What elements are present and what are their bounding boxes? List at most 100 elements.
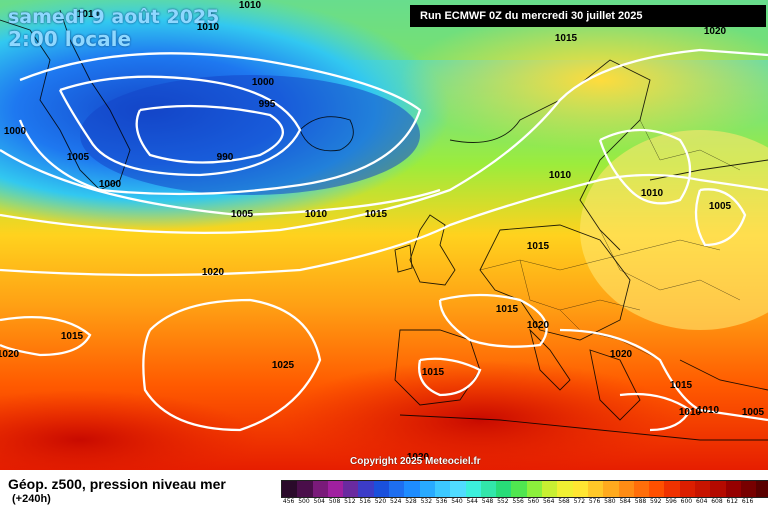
color-swatch <box>679 481 696 497</box>
isobar-labels: 1010 1010 1010 1000 995 990 1000 1005 10… <box>0 0 765 463</box>
color-swatch <box>511 481 527 497</box>
low-pressure-east <box>80 75 420 195</box>
color-scale-label: 568 <box>558 498 570 505</box>
color-swatch <box>434 481 451 497</box>
isobar-label: 1010 <box>77 9 100 20</box>
isobar-label: 1010 <box>549 170 572 181</box>
color-swatch <box>526 481 543 497</box>
color-scale-label: 512 <box>344 498 356 505</box>
isobar-label: 1010 <box>679 407 702 418</box>
forecast-datetime: samedi 9 août 2025 2:00 locale <box>8 6 219 50</box>
forecast-time: 2:00 locale <box>8 27 132 51</box>
color-swatch <box>756 481 768 497</box>
color-scale-label: 552 <box>497 498 509 505</box>
borders <box>479 119 741 361</box>
color-swatch <box>740 481 757 497</box>
forecast-range: (+240h) <box>12 493 51 505</box>
color-swatch <box>358 481 374 497</box>
isobar-label: 995 <box>259 99 276 110</box>
color-scale-label: 560 <box>527 498 540 505</box>
isobar-label: 1020 <box>527 320 550 331</box>
color-scale-label: 536 <box>435 498 448 505</box>
isobar-label: 1010 <box>641 188 664 199</box>
isobar-label: 1015 <box>61 331 84 342</box>
isobar-label: 1005 <box>742 407 765 418</box>
color-scale-label: 564 <box>542 498 555 505</box>
color-scale-label: 612 <box>726 498 738 505</box>
iberia-hot <box>280 360 680 470</box>
color-swatch <box>312 481 328 497</box>
color-scale-label: 456 <box>282 498 295 505</box>
color-scale-label: 604 <box>695 498 708 505</box>
color-scale-label: 580 <box>604 498 616 505</box>
isobar-label: 1020 <box>407 452 430 463</box>
color-swatch <box>557 481 573 497</box>
isobar-label: 1005 <box>709 201 732 212</box>
scandinavia-warm <box>400 10 768 150</box>
isobar-label: 1010 <box>197 22 220 33</box>
isobar-label: 1010 <box>305 209 328 220</box>
isobar-label: 1020 <box>0 349 20 360</box>
color-scale-label: 592 <box>650 498 662 505</box>
isobar-label: 1015 <box>670 380 693 391</box>
isobar-label: 1015 <box>496 304 519 315</box>
color-scale-label: 556 <box>512 498 524 505</box>
color-swatch <box>603 481 619 497</box>
color-swatch <box>404 481 420 497</box>
color-swatch <box>664 481 680 497</box>
color-scale-label: 500 <box>298 498 310 505</box>
color-scale-label: 516 <box>359 498 371 505</box>
color-scale-label: 508 <box>328 498 341 505</box>
color-swatch <box>450 481 466 497</box>
isobar-label: 1010 <box>239 0 262 11</box>
color-swatch <box>695 481 711 497</box>
run-info-banner: Run ECMWF 0Z du mercredi 30 juillet 2025 <box>410 5 766 27</box>
isobars <box>0 48 768 432</box>
color-swatch <box>327 481 344 497</box>
color-swatch <box>633 481 650 497</box>
color-scale-label: 588 <box>634 498 647 505</box>
forecast-date: samedi 9 août 2025 <box>8 6 220 28</box>
isobar-label: 1000 <box>252 77 275 88</box>
isobar-label: 1005 <box>67 152 90 163</box>
color-scale-label: 572 <box>573 498 586 505</box>
color-swatch <box>618 481 634 497</box>
color-swatch <box>572 481 588 497</box>
color-swatch <box>710 481 726 497</box>
color-scale-label: 520 <box>374 498 387 505</box>
color-scale-label: 600 <box>680 498 693 505</box>
color-scale-label: 524 <box>390 498 402 505</box>
color-scale-labels: 456 500 504 508 512 516 520 524 528 532 536 540 544 5… <box>281 498 755 505</box>
color-swatch <box>465 481 481 497</box>
isobar-label: 1020 <box>610 349 633 360</box>
color-swatch <box>496 481 512 497</box>
color-swatch <box>480 481 497 497</box>
east-europe-warm <box>580 130 768 330</box>
color-scale-label: 528 <box>405 498 417 505</box>
color-scale-label: 504 <box>313 498 325 505</box>
color-swatch <box>419 481 435 497</box>
color-scale-label: 576 <box>588 498 601 505</box>
color-swatch <box>297 481 313 497</box>
isobar-label: 1015 <box>527 241 550 252</box>
color-scale-label: 544 <box>466 498 478 505</box>
isobar-label: 990 <box>217 152 234 163</box>
pressure-map: 1010 1010 1010 1000 995 990 1000 1005 10… <box>0 0 768 470</box>
isobar-label: 1015 <box>422 367 445 378</box>
color-swatch <box>389 481 405 497</box>
legend-bar: Géop. z500, pression niveau mer (+240h) … <box>0 470 768 512</box>
color-scale-label: 540 <box>451 498 463 505</box>
color-scale-label: 608 <box>711 498 723 505</box>
color-scale-label: 596 <box>665 498 677 505</box>
map-title: Géop. z500, pression niveau mer <box>8 476 226 492</box>
color-swatch <box>587 481 604 497</box>
isobar-label: 1015 <box>555 33 578 44</box>
color-swatch <box>649 481 665 497</box>
isobar-label: 1010 <box>697 405 720 416</box>
color-swatch <box>725 481 741 497</box>
atlantic-hot <box>0 390 260 470</box>
color-swatch <box>343 481 359 497</box>
color-swatch <box>542 481 558 497</box>
isobar-label: 1015 <box>365 209 388 220</box>
